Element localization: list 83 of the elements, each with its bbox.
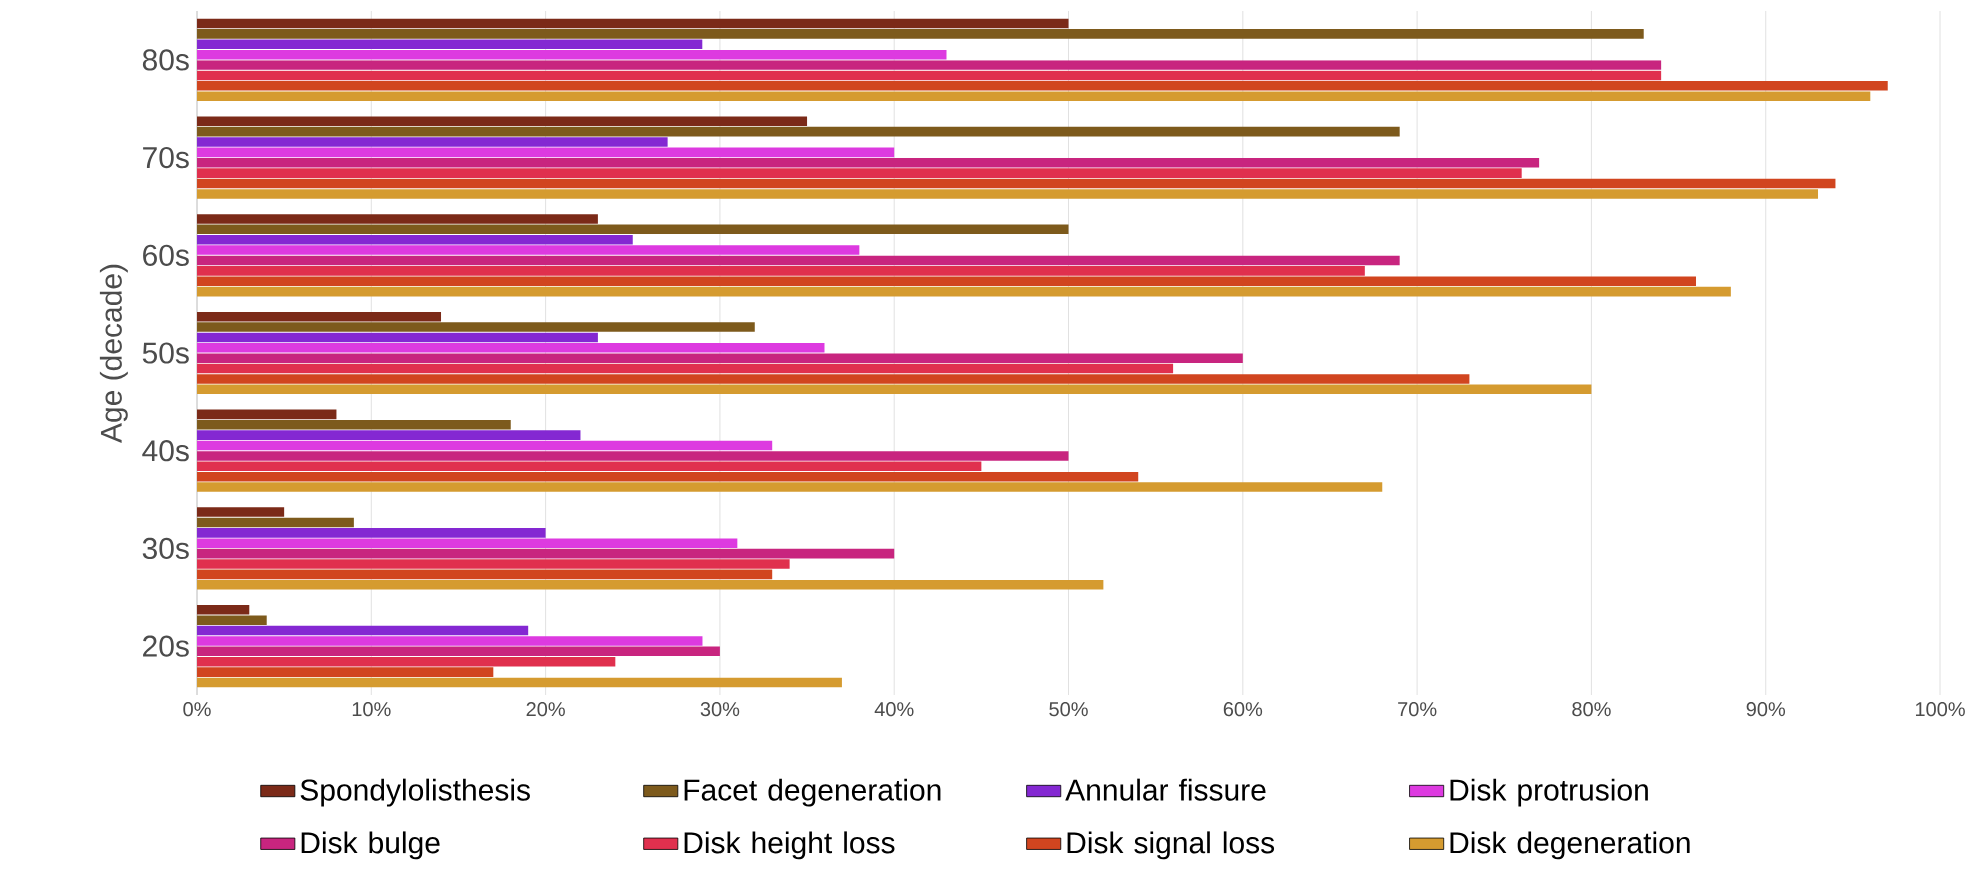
bar: [197, 548, 895, 559]
bar: [197, 625, 529, 636]
x-tick-label: 40%: [874, 702, 914, 717]
legend-label: Disk bulge: [301, 831, 440, 860]
bar: [197, 214, 598, 224]
x-tick-label: 100%: [1915, 702, 1965, 717]
x-tick-label: 10%: [352, 702, 391, 717]
bar: [197, 168, 1522, 178]
x-tick-label: 0%: [183, 702, 211, 717]
x-tick-label: 70%: [1398, 702, 1437, 717]
bar: [197, 517, 354, 528]
legend-label: Disk signal loss: [1067, 831, 1275, 860]
bar: [197, 286, 1731, 297]
bar: [197, 482, 1383, 492]
bar: [197, 332, 598, 343]
bar: [197, 70, 1662, 81]
bar: [197, 528, 546, 538]
bar: [197, 374, 1470, 384]
bar: [197, 18, 1069, 29]
bar: [197, 39, 703, 50]
x-tick-label: 20%: [526, 702, 565, 717]
y-tick-label: 60s: [143, 244, 189, 266]
legend-label: Disk degeneration: [1450, 831, 1690, 860]
legend-label: Facet degeneration: [684, 778, 941, 807]
bar: [197, 91, 1871, 101]
bar: [197, 266, 1365, 276]
bar: [197, 189, 1819, 199]
y-tick-label: 30s: [142, 537, 189, 560]
bar: [197, 137, 668, 147]
bar: [197, 60, 1662, 70]
bar: [197, 569, 773, 580]
bar: [197, 451, 1069, 461]
bar: [197, 636, 703, 646]
bar: [197, 471, 1139, 482]
x-tick-label: 60%: [1223, 702, 1263, 717]
bar: [197, 646, 720, 657]
bar: [197, 615, 267, 625]
bar: [197, 430, 581, 440]
legend-label: Spondylolisthesis: [300, 778, 530, 807]
bar: [197, 234, 633, 245]
bar: [197, 605, 250, 615]
bar: [197, 384, 1592, 395]
legend-label: Disk height loss: [684, 831, 895, 860]
bar: [197, 559, 790, 569]
bar: [197, 157, 1540, 168]
bar: [197, 677, 842, 688]
bar: [197, 81, 1888, 91]
legend-label: Annular fissure: [1065, 778, 1266, 801]
bar: [197, 507, 285, 517]
bar: [197, 343, 825, 353]
bar: [197, 126, 1400, 137]
y-tick-label: 80s: [142, 49, 189, 71]
bar: [197, 255, 1400, 266]
bar: [197, 224, 1069, 235]
bar: [197, 419, 511, 430]
bar: [197, 409, 337, 420]
bar: [197, 363, 1174, 374]
y-tick-label: 40s: [142, 440, 189, 462]
bar: [197, 178, 1836, 189]
bar: [197, 49, 947, 60]
bar: [197, 656, 616, 667]
bar: [197, 580, 1104, 590]
y-tick-label: 20s: [143, 635, 189, 657]
bar: [197, 440, 773, 451]
bar: [197, 311, 442, 322]
bar: [197, 116, 808, 127]
bar: [197, 245, 860, 255]
bar: [197, 667, 494, 677]
x-tick-label: 30%: [700, 702, 740, 717]
x-tick-label: 90%: [1746, 702, 1786, 717]
x-tick-label: 80%: [1572, 702, 1611, 717]
x-tick-label: 50%: [1049, 702, 1088, 717]
legend-label: Disk protrusion: [1450, 778, 1648, 807]
bar: [197, 147, 895, 158]
bar: [197, 276, 1697, 287]
bar: [197, 538, 738, 549]
y-tick-label: 50s: [142, 342, 189, 364]
y-tick-label: 70s: [143, 146, 189, 169]
y-axis-title: Age (decade): [99, 264, 128, 443]
bar: [197, 461, 982, 472]
bar: [197, 322, 755, 332]
bar: [197, 29, 1644, 39]
bar: [197, 353, 1243, 363]
